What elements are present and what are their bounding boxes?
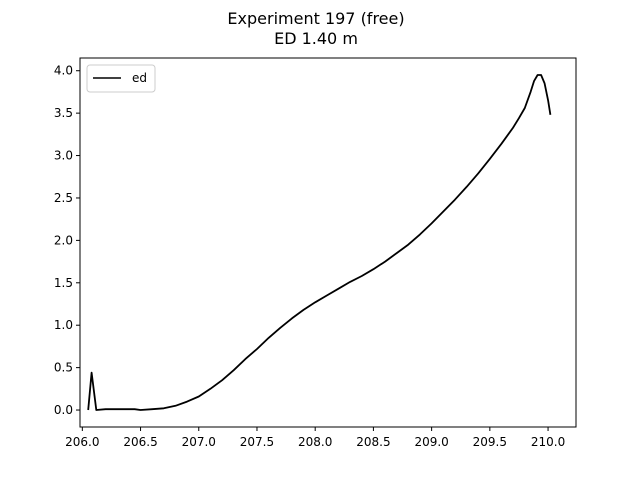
y-tick-label: 2.5 xyxy=(54,191,73,205)
y-tick-label: 3.5 xyxy=(54,106,73,120)
y-tick-label: 1.0 xyxy=(54,318,73,332)
x-tick-label: 210.0 xyxy=(531,435,565,449)
y-tick-label: 0.0 xyxy=(54,403,73,417)
y-tick-label: 2.0 xyxy=(54,233,73,247)
y-tick-label: 0.5 xyxy=(54,361,73,375)
x-tick-label: 206.5 xyxy=(123,435,157,449)
axes-frame xyxy=(79,57,577,428)
x-tick-label: 209.0 xyxy=(414,435,448,449)
y-axis: 0.0 0.5 1.0 1.5 2.0 2.5 3.0 3.5 4.0 xyxy=(54,64,80,417)
x-tick-label: 207.0 xyxy=(182,435,216,449)
x-tick-label: 209.5 xyxy=(473,435,507,449)
x-axis: 206.0 206.5 207.0 207.5 208.0 208.5 209.0 209.5… xyxy=(65,427,565,449)
x-tick-label: 208.0 xyxy=(298,435,332,449)
x-tick-label: 206.0 xyxy=(65,435,99,449)
chart-title: Experiment 197 (free) xyxy=(227,9,404,28)
plot-area xyxy=(87,74,552,411)
y-tick-label: 3.0 xyxy=(54,149,73,163)
legend-label: ed xyxy=(132,71,147,85)
y-tick-label: 1.5 xyxy=(54,276,73,290)
x-tick-label: 208.5 xyxy=(356,435,390,449)
chart-subtitle: ED 1.40 m xyxy=(274,29,358,48)
series-line-ed xyxy=(87,74,552,411)
x-tick-label: 207.5 xyxy=(240,435,274,449)
y-tick-label: 4.0 xyxy=(54,64,73,78)
legend: ed xyxy=(86,64,156,93)
